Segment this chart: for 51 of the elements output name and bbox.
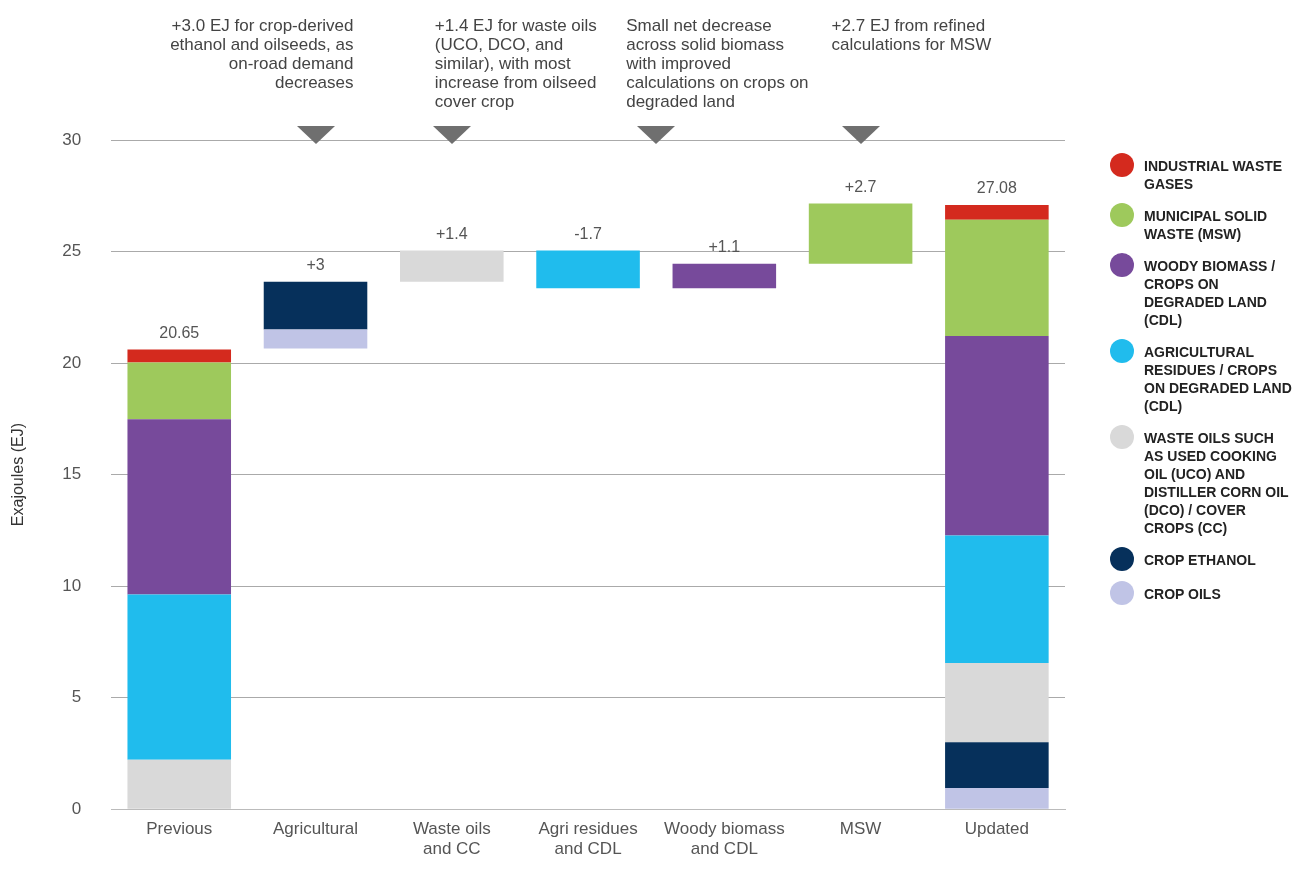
x-tick-label: Agricultural [272, 819, 359, 839]
total-label: 27.08 [976, 179, 1017, 197]
total-label: +1.4 [435, 224, 468, 242]
bar [263, 281, 368, 330]
y-tick-label: 5 [71, 687, 82, 707]
total-label: 20.65 [159, 323, 200, 341]
bar [536, 250, 640, 289]
legend-label: WOODY BIOMASS / CROPS ON DEGRADED LAND (CDL) [1144, 257, 1277, 329]
bar [945, 204, 1049, 220]
bar [672, 263, 777, 289]
x-tick-label: Updated [964, 819, 1030, 839]
y-tick-label: 25 [62, 241, 82, 261]
bar [400, 250, 504, 282]
bar [263, 329, 368, 349]
x-tick-label: Previous [146, 819, 213, 839]
legend-label: CROP ETHANOL [1144, 551, 1256, 569]
bar [945, 788, 1049, 809]
bar [127, 362, 232, 420]
y-tick-label: 0 [71, 798, 82, 818]
bar [945, 336, 1049, 536]
x-tick-label: MSW [839, 819, 882, 839]
bar [127, 349, 232, 363]
x-tick-label: Agri residues and CDL [538, 819, 638, 859]
legend-label: MUNICIPAL SOLID WASTE (MSW) [1144, 207, 1269, 243]
total-label: -1.7 [574, 224, 602, 242]
bar [127, 594, 232, 760]
y-tick-label: 15 [62, 464, 82, 484]
bar [127, 759, 232, 809]
y-tick-label: 10 [62, 575, 82, 595]
y-axis-title: Exajoules (EJ) [9, 423, 27, 527]
text: +1.4 EJ for waste oils (UCO, DCO, and similar), with most increase from oilseed cover crop [434, 16, 597, 112]
y-tick-label: 30 [62, 129, 82, 149]
bar [945, 219, 1049, 337]
y-tick-label: 20 [62, 352, 82, 372]
text: Small net decrease across solid biomass with improved calculations on crops on degraded land [625, 16, 809, 112]
x-tick-label: Waste oils and CC [412, 819, 491, 859]
total-label: +2.7 [844, 177, 877, 195]
text: +3.0 EJ for crop-derived ethanol and oilseeds, as on-road demand decreases [170, 16, 354, 93]
bar [127, 419, 232, 595]
bar [945, 742, 1049, 789]
x-tick-label: Woody biomass and CDL [664, 819, 785, 859]
legend-label: AGRICULTURAL RESIDUES / CROPS ON DEGRADED LAND (CDL) [1144, 343, 1293, 415]
legend-label: CROP OILS [1144, 585, 1221, 603]
text: +2.7 EJ from refined calculations for MSW [831, 16, 992, 55]
legend-label: WASTE OILS SUCH AS USED COOKING OIL (UCO) AND DISTILLER CORN OIL (DCO) / COVER CROPS (CC) [1144, 429, 1290, 537]
bar [808, 203, 913, 264]
legend-label: INDUSTRIAL WASTE GASES [1144, 157, 1284, 193]
bar [945, 663, 1049, 743]
total-label: +1.1 [708, 238, 741, 256]
total-label: +3 [306, 256, 325, 274]
bar [945, 535, 1049, 664]
